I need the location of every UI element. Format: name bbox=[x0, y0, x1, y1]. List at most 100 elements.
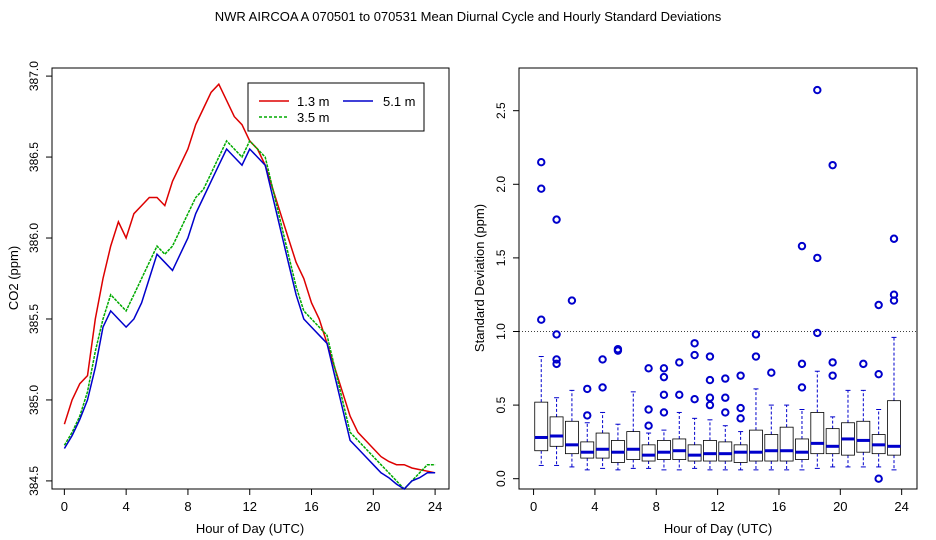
box-iqr bbox=[580, 441, 595, 459]
outlier-point bbox=[874, 474, 883, 483]
box-hour-6-5 bbox=[626, 391, 641, 469]
outlier-point bbox=[828, 371, 837, 380]
right-y-tick-label: 0.0 bbox=[494, 470, 508, 487]
box-hour-19-5 bbox=[825, 160, 840, 468]
series-line-3-5-m bbox=[63, 139, 436, 491]
legend-label-3-5m: 3.5 m bbox=[297, 110, 330, 125]
outlier-point bbox=[659, 390, 669, 399]
outlier-point bbox=[552, 330, 561, 339]
left-panel-line-chart: 0 4 8 12 16 20 24 384.5 385.0 385.5 386.0 386.5 387… bbox=[6, 61, 450, 536]
outlier-point bbox=[644, 364, 653, 373]
left-y-tick-label: 386.0 bbox=[27, 223, 41, 253]
box-hour-0-5 bbox=[534, 158, 549, 466]
left-x-axis: 0 4 8 12 16 20 24 bbox=[61, 489, 442, 514]
box-hour-2-5 bbox=[565, 296, 579, 468]
box-iqr bbox=[764, 434, 779, 462]
outlier-point bbox=[675, 358, 684, 367]
right-x-tick-label: 24 bbox=[894, 499, 908, 514]
right-y-tick-label: 1.0 bbox=[494, 323, 508, 340]
box-iqr bbox=[887, 400, 901, 456]
box-iqr bbox=[779, 426, 794, 462]
box-iqr bbox=[626, 431, 641, 460]
figure-title: NWR AIRCOA A 070501 to 070531 Mean Diurn… bbox=[214, 9, 722, 24]
outlier-point bbox=[736, 403, 745, 413]
outlier-point bbox=[644, 405, 653, 414]
outlier-point bbox=[721, 408, 730, 417]
box-iqr bbox=[718, 441, 733, 462]
right-y-tick-label: 2.5 bbox=[494, 102, 508, 119]
box-hour-5-5 bbox=[611, 344, 625, 471]
outlier-point bbox=[675, 390, 684, 399]
left-y-axis: 384.5 385.0 385.5 386.0 386.5 387.0 bbox=[27, 61, 52, 496]
box-hour-20-5 bbox=[841, 389, 855, 468]
outlier-point bbox=[813, 85, 822, 95]
box-hour-9-5 bbox=[672, 358, 687, 471]
left-x-tick-label: 24 bbox=[428, 499, 442, 514]
right-x-axis: 0 4 8 12 16 20 24 bbox=[530, 489, 909, 514]
box-hour-15-5 bbox=[764, 368, 779, 471]
box-hour-11-5 bbox=[703, 352, 717, 471]
outlier-point bbox=[736, 414, 745, 423]
box-iqr bbox=[749, 429, 763, 462]
outlier-point bbox=[705, 375, 715, 385]
outlier-point bbox=[690, 339, 699, 348]
outlier-point bbox=[767, 368, 776, 377]
left-x-tick-label: 12 bbox=[242, 499, 256, 514]
outlier-point bbox=[859, 359, 868, 369]
left-series-lines bbox=[63, 82, 436, 491]
box-hour-22-5 bbox=[871, 300, 886, 483]
box-iqr bbox=[825, 428, 840, 455]
left-x-tick-label: 20 bbox=[366, 499, 380, 514]
box-hour-12-5 bbox=[718, 374, 733, 471]
right-x-tick-label: 12 bbox=[710, 499, 724, 514]
outlier-point bbox=[797, 359, 807, 369]
box-hour-7-5 bbox=[641, 364, 656, 469]
outlier-point bbox=[828, 358, 837, 367]
left-y-tick-label: 387.0 bbox=[27, 61, 41, 91]
left-x-tick-label: 0 bbox=[61, 499, 68, 514]
right-y-tick-label: 2.0 bbox=[494, 176, 508, 193]
outlier-point bbox=[705, 393, 715, 402]
outlier-point bbox=[537, 184, 546, 193]
outlier-point bbox=[537, 158, 546, 167]
legend: 1.3 m 5.1 m 3.5 m bbox=[247, 82, 425, 132]
right-x-tick-label: 20 bbox=[833, 499, 847, 514]
left-x-tick-label: 8 bbox=[184, 499, 191, 514]
outlier-point bbox=[721, 393, 730, 402]
outlier-point bbox=[552, 215, 561, 224]
outlier-point bbox=[889, 290, 899, 299]
outlier-point bbox=[567, 296, 577, 305]
right-x-tick-label: 4 bbox=[591, 499, 598, 514]
box-series bbox=[534, 85, 901, 483]
left-plot-frame bbox=[51, 67, 450, 490]
outlier-point bbox=[736, 371, 745, 380]
box-iqr bbox=[856, 420, 871, 453]
box-iqr bbox=[810, 412, 825, 455]
outlier-point bbox=[552, 355, 561, 364]
outlier-point bbox=[598, 383, 607, 392]
outlier-point bbox=[659, 364, 669, 373]
box-hour-8-5 bbox=[657, 364, 671, 471]
outlier-point bbox=[797, 241, 807, 251]
left-x-tick-label: 16 bbox=[304, 499, 318, 514]
outlier-point bbox=[751, 330, 761, 339]
box-iqr bbox=[703, 440, 717, 462]
outlier-point bbox=[813, 328, 822, 338]
box-iqr bbox=[565, 420, 579, 455]
right-x-tick-label: 16 bbox=[772, 499, 786, 514]
outlier-point bbox=[874, 300, 883, 310]
box-iqr bbox=[657, 440, 671, 460]
outlier-point bbox=[659, 372, 669, 382]
right-y-tick-label: 1.5 bbox=[494, 249, 508, 266]
left-y-tick-label: 385.5 bbox=[27, 304, 41, 334]
box-iqr bbox=[641, 444, 656, 462]
box-hour-21-5 bbox=[856, 359, 871, 468]
right-x-axis-label: Hour of Day (UTC) bbox=[664, 521, 772, 536]
box-hour-14-5 bbox=[749, 330, 763, 471]
left-x-tick-label: 4 bbox=[123, 499, 130, 514]
box-iqr bbox=[595, 432, 610, 459]
box-hour-4-5 bbox=[595, 355, 610, 469]
box-hour-3-5 bbox=[580, 384, 595, 471]
legend-label-5-1m: 5.1 m bbox=[383, 94, 416, 109]
outlier-point bbox=[705, 400, 715, 410]
